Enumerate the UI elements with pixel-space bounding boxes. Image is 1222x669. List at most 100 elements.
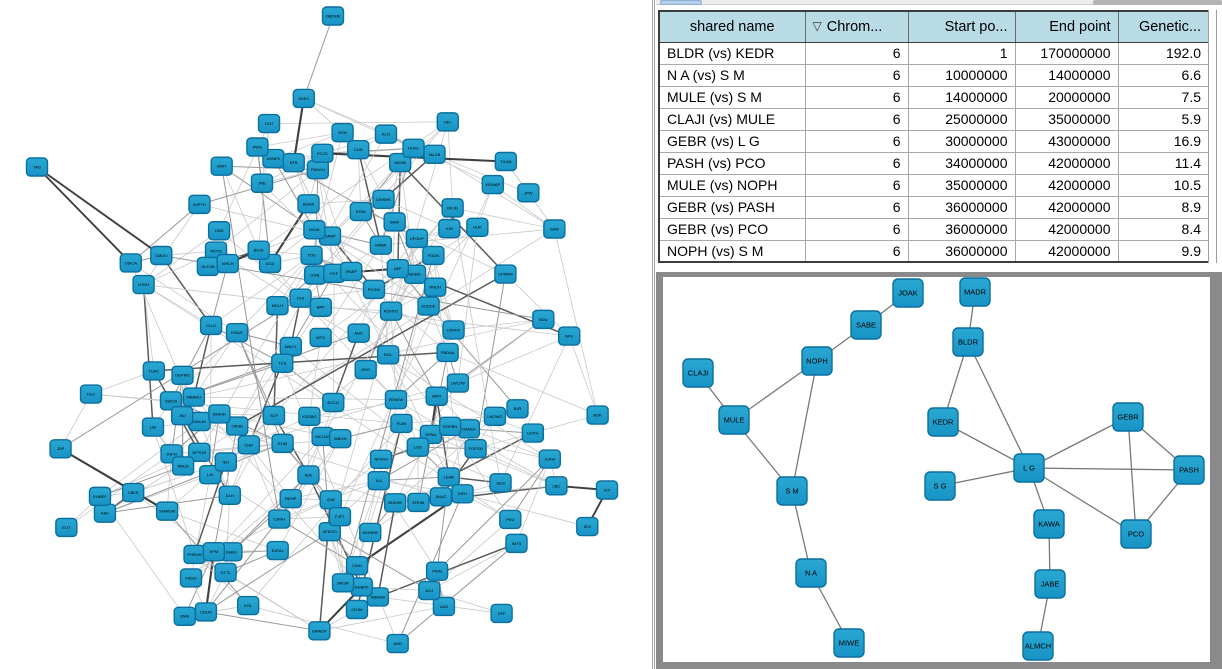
network-node[interactable]: IEIJ: [576, 516, 599, 537]
network-node[interactable]: EJEAL: [266, 540, 289, 561]
network-node[interactable]: CJINH: [268, 509, 291, 529]
table-row[interactable]: MULE (vs) S M 6 14000000 20000000 7.5: [659, 86, 1209, 109]
table-row[interactable]: GEBR (vs) L G 6 30000000 43000000 16.9: [659, 130, 1209, 153]
table-cell[interactable]: 8.4: [1117, 218, 1209, 241]
table-cell[interactable]: 170000000: [1014, 42, 1118, 65]
network-node[interactable]: SCF: [262, 405, 286, 426]
table-cell[interactable]: 8.9: [1117, 196, 1209, 219]
network-node[interactable]: BIGD: [247, 240, 270, 260]
network-node[interactable]: DPTOR: [188, 442, 211, 463]
table-cell[interactable]: 7.5: [1117, 86, 1209, 109]
network-node[interactable]: KLO: [374, 124, 398, 144]
network-node[interactable]: FJFT: [328, 506, 352, 527]
network-node[interactable]: CHJM: [345, 599, 369, 620]
table-row[interactable]: N A (vs) S M 6 10000000 14000000 6.6: [659, 64, 1209, 87]
network-node[interactable]: ORSB: [226, 416, 249, 436]
network-node[interactable]: NHCH: [216, 253, 239, 274]
table-cell[interactable]: 10000000: [907, 64, 1015, 87]
network-node[interactable]: PBDAA: [436, 342, 459, 363]
network-node[interactable]: BUHA: [297, 194, 320, 214]
scrollbar-thumb[interactable]: [660, 0, 702, 5]
network-node[interactable]: TCS: [271, 353, 294, 373]
network-node[interactable]: OLFOB: [196, 256, 220, 277]
network-node[interactable]: FCJG: [311, 143, 334, 164]
table-cell[interactable]: 34000000: [907, 152, 1015, 175]
table-row[interactable]: BLDR (vs) KEDR 6 1 170000000 192.0: [659, 42, 1209, 65]
network-node[interactable]: RGHTD: [379, 301, 403, 321]
table-cell[interactable]: 6.6: [1117, 64, 1209, 87]
table-cell[interactable]: 192.0: [1117, 42, 1209, 65]
network-node[interactable]: KIH: [438, 218, 461, 239]
network-node[interactable]: WGIWW: [359, 522, 382, 543]
network-node[interactable]: OEL: [436, 112, 459, 132]
network-node[interactable]: RKJG: [441, 198, 464, 218]
main-network-canvas[interactable]: CLLK OJNL MMMI HUK CMS TOS EGW FWLKU PKTG SAW SMIT…: [0, 0, 652, 669]
table-cell[interactable]: 6: [804, 86, 908, 109]
network-node[interactable]: LEAB: [437, 467, 460, 487]
network-node[interactable]: SABE: [850, 310, 882, 340]
table-cell[interactable]: GEBR (vs) L G: [659, 130, 805, 153]
network-node[interactable]: DAWOF: [308, 621, 331, 641]
network-node[interactable]: LWLTW: [446, 373, 470, 393]
network-node[interactable]: LOS: [406, 437, 429, 457]
network-node[interactable]: MIWE: [833, 628, 865, 658]
network-node[interactable]: SMIT: [210, 156, 233, 176]
network-node[interactable]: DIFH: [451, 484, 474, 504]
network-node[interactable]: RBUS: [171, 456, 195, 476]
network-node[interactable]: IDW: [319, 490, 342, 510]
table-cell[interactable]: 10.5: [1117, 174, 1209, 197]
table-cell[interactable]: NOPH (vs) S M: [659, 240, 805, 262]
network-node[interactable]: ROPBN: [438, 416, 462, 437]
network-node[interactable]: PASH: [1173, 455, 1205, 485]
network-node[interactable]: PWG: [246, 137, 269, 157]
table-row[interactable]: PASH (vs) PCO 6 34000000 42000000 11.4: [659, 152, 1209, 175]
network-node[interactable]: EOT: [55, 517, 78, 538]
network-node[interactable]: NJK: [297, 465, 320, 485]
network-node[interactable]: KEDR: [927, 407, 959, 437]
network-node[interactable]: FOFGN: [464, 439, 487, 459]
network-node[interactable]: BDU: [532, 309, 555, 330]
table-cell[interactable]: 35000000: [907, 174, 1015, 197]
network-node[interactable]: MGW: [303, 220, 326, 240]
table-cell[interactable]: 11.4: [1117, 152, 1209, 175]
network-node[interactable]: SUKC: [292, 88, 315, 109]
network-node[interactable]: WTO: [309, 327, 332, 348]
network-node[interactable]: BHHIH: [208, 404, 231, 424]
scrollbar-segment[interactable]: [1093, 0, 1222, 5]
network-node[interactable]: BJFTH: [188, 194, 211, 215]
network-node[interactable]: OEO: [354, 359, 377, 380]
table-cell[interactable]: 42000000: [1014, 218, 1118, 241]
network-node[interactable]: AKK: [93, 503, 117, 523]
network-node[interactable]: KHI: [289, 288, 312, 308]
table-cell[interactable]: CLAJI (vs) MULE: [659, 108, 805, 131]
network-node[interactable]: EMA: [173, 606, 196, 626]
network-node[interactable]: JABE: [1034, 569, 1066, 599]
network-node[interactable]: DGJ: [79, 384, 103, 404]
network-node[interactable]: NFFMJ: [369, 449, 393, 469]
network-node[interactable]: EUM: [271, 433, 294, 454]
network-node[interactable]: L G: [1013, 453, 1045, 483]
table-cell[interactable]: BLDR (vs) KEDR: [659, 42, 805, 65]
table-cell[interactable]: MULE (vs) NOPH: [659, 174, 805, 197]
table-cell[interactable]: 6: [804, 64, 908, 87]
network-node[interactable]: LBI: [141, 417, 165, 437]
network-node[interactable]: WDNAP: [481, 174, 504, 195]
network-node[interactable]: BJR: [506, 399, 529, 419]
table-cell[interactable]: 6: [804, 218, 908, 241]
network-node[interactable]: WBGH: [329, 429, 352, 449]
table-horizontal-scrollbar[interactable]: [656, 0, 1222, 5]
network-node[interactable]: EWUF: [225, 322, 249, 343]
network-node[interactable]: SILB: [489, 473, 512, 493]
network-node[interactable]: IALCB: [423, 144, 446, 165]
network-node[interactable]: GTTL: [214, 562, 237, 583]
table-cell[interactable]: 35000000: [1014, 108, 1118, 131]
network-node[interactable]: MATI: [425, 386, 448, 406]
network-node[interactable]: MBNDU: [182, 387, 206, 407]
network-node[interactable]: ECCG: [322, 392, 345, 413]
network-node[interactable]: TAS: [25, 157, 49, 177]
network-node[interactable]: HFM: [202, 541, 226, 562]
table-vertical-scrollbar[interactable]: [1208, 10, 1217, 263]
network-node[interactable]: LBC: [545, 476, 568, 496]
network-node[interactable]: ABLFL: [279, 336, 303, 357]
network-node[interactable]: EENKW: [384, 389, 408, 410]
